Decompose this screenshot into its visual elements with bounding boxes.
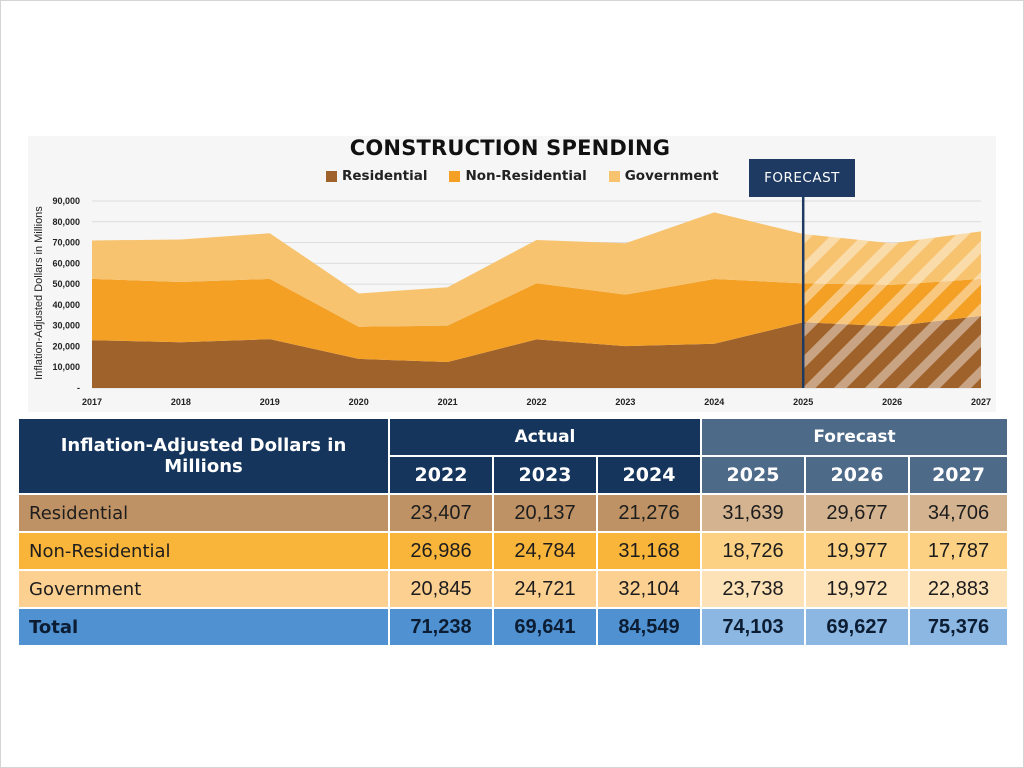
- y-tick-label: 10,000: [52, 362, 80, 372]
- table-cell: 17,787: [907, 531, 1010, 571]
- table-header-forecast: Forecast: [699, 417, 1010, 457]
- area-non-residential: [92, 278, 981, 363]
- x-tick-label: 2021: [438, 397, 458, 407]
- table-cell: 74,103: [700, 607, 806, 647]
- table-year-header: 2026: [804, 455, 910, 495]
- table-cell: 23,738: [700, 569, 806, 609]
- row-label-residential: Residential: [17, 493, 390, 533]
- table-cell: 32,104: [596, 569, 702, 609]
- area-residential: [92, 315, 981, 388]
- table-cell: 31,168: [596, 531, 702, 571]
- table-row-total: Total 71,238 69,641 84,549 74,103 69,627…: [17, 607, 1010, 647]
- table-year-header: 2025: [700, 455, 806, 495]
- legend-label-residential: Residential: [342, 168, 428, 184]
- x-tick-label: 2026: [882, 397, 902, 407]
- y-axis-title: Inflation-Adjusted Dollars in Millions: [33, 206, 45, 380]
- x-tick-label: 2023: [615, 397, 635, 407]
- table-cell: 75,376: [907, 607, 1010, 647]
- y-tick-label: 30,000: [52, 321, 80, 331]
- table-year-header: 2022: [388, 455, 494, 495]
- table-row-residential: Residential 23,407 20,137 21,276 31,639 …: [17, 493, 1010, 533]
- row-label-total: Total: [17, 607, 390, 647]
- table-cell: 29,677: [804, 493, 910, 533]
- row-label-non-residential: Non-Residential: [17, 531, 390, 571]
- y-tick-label: 50,000: [52, 279, 80, 289]
- x-tick-label: 2019: [260, 397, 280, 407]
- forecast-marker-label: FORECAST: [749, 159, 855, 197]
- table-cell: 69,627: [804, 607, 910, 647]
- y-tick-label: 80,000: [52, 217, 80, 227]
- y-tick-label: 20,000: [52, 341, 80, 351]
- table-header-label: Inflation-Adjusted Dollars in Millions: [17, 417, 390, 495]
- chart-legend: Residential Non-Residential Government: [326, 167, 719, 185]
- x-tick-label: 2018: [171, 397, 191, 407]
- x-tick-label: 2017: [82, 397, 102, 407]
- table-cell: 24,784: [492, 531, 598, 571]
- table-cell: 24,721: [492, 569, 598, 609]
- row-label-government: Government: [17, 569, 390, 609]
- table-cell: 34,706: [907, 493, 1010, 533]
- table-header-row-years: 2022 2023 2024 2025 2026 2027: [18, 455, 1010, 495]
- table-cell: 22,883: [907, 569, 1010, 609]
- table-cell: 18,726: [700, 531, 806, 571]
- table-cell: 69,641: [492, 607, 598, 647]
- table-cell: 19,977: [804, 531, 910, 571]
- table-year-header: 2023: [492, 455, 598, 495]
- table-year-header: 2027: [907, 455, 1010, 495]
- y-tick-label: 90,000: [52, 196, 80, 206]
- table-header-row-groups: Inflation-Adjusted Dollars in Millions A…: [17, 417, 1010, 495]
- legend-item-residential: Residential: [326, 167, 427, 185]
- table-cell: 20,137: [492, 493, 598, 533]
- y-tick-label: 40,000: [52, 300, 80, 310]
- chart-title: CONSTRUCTION SPENDING: [349, 136, 671, 160]
- table-header-actual: Actual: [388, 417, 702, 457]
- forecast-hatch-overlay: [803, 231, 981, 388]
- table-cell: 71,238: [388, 607, 494, 647]
- x-tick-label: 2025: [793, 397, 813, 407]
- y-tick-label: 70,000: [52, 238, 80, 248]
- x-tick-label: 2022: [526, 397, 546, 407]
- y-tick-label: 60,000: [52, 258, 80, 268]
- legend-swatch-government: [608, 170, 620, 182]
- x-tick-label: 2027: [971, 397, 991, 407]
- legend-swatch-residential: [326, 170, 337, 182]
- table-cell: 84,549: [596, 607, 702, 647]
- table-row-government: Government 20,845 24,721 32,104 23,738 1…: [17, 569, 1010, 609]
- table-cell: 21,276: [596, 493, 702, 533]
- table-cell: 20,845: [388, 569, 494, 609]
- legend-label-government: Government: [624, 168, 719, 184]
- table-cell: 23,407: [388, 493, 494, 533]
- x-tick-label: 2024: [704, 397, 724, 407]
- chart-area: - 10,000 20,000 30,000 40,000 50,000 60,000 70,…: [28, 136, 996, 412]
- legend-label-non-residential: Non-Residential: [465, 168, 587, 184]
- legend-item-government: Government: [608, 167, 719, 185]
- table-cell: 26,986: [388, 531, 494, 571]
- table-row-non-residential: Non-Residential 26,986 24,784 31,168 18,…: [17, 531, 1010, 571]
- x-tick-label: 2020: [349, 397, 369, 407]
- table-cell: 31,639: [700, 493, 806, 533]
- area-government: [92, 212, 981, 327]
- y-tick-label: -: [77, 383, 80, 393]
- legend-item-non-residential: Non-Residential: [449, 167, 587, 185]
- spending-table: Inflation-Adjusted Dollars in Millions A…: [17, 417, 1010, 647]
- table-year-header: 2024: [596, 455, 702, 495]
- legend-swatch-non-residential: [449, 170, 461, 182]
- table-cell: 19,972: [804, 569, 910, 609]
- construction-spending-chart: - 10,000 20,000 30,000 40,000 50,000 60,000 70,…: [52, 196, 991, 407]
